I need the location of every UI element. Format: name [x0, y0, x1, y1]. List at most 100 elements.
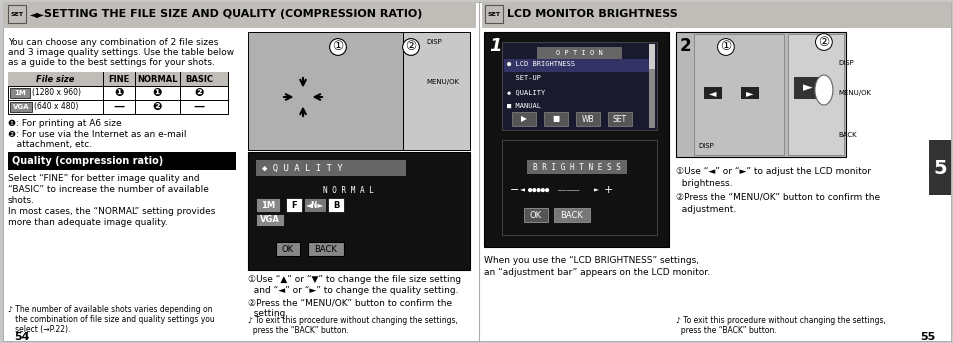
- Text: ◄: ◄: [708, 88, 716, 98]
- Text: WB: WB: [581, 115, 594, 123]
- Text: File size: File size: [36, 74, 74, 83]
- Text: VGA: VGA: [12, 104, 30, 110]
- Text: ②: ②: [818, 35, 829, 48]
- Text: setting.: setting.: [248, 309, 288, 318]
- Text: —: —: [193, 102, 204, 112]
- Bar: [501, 140, 657, 235]
- Bar: [537, 47, 621, 59]
- Text: OK: OK: [282, 245, 294, 253]
- Text: N O R M A L: N O R M A L: [322, 186, 373, 195]
- Text: B: B: [333, 201, 339, 210]
- Ellipse shape: [814, 75, 832, 105]
- Text: ❶: ❶: [114, 88, 124, 98]
- Bar: [740, 87, 759, 99]
- Text: more than adequate image quality.: more than adequate image quality.: [8, 218, 168, 227]
- Text: press the “BACK” button.: press the “BACK” button.: [675, 326, 776, 335]
- Text: O P T I O N: O P T I O N: [555, 50, 601, 56]
- Text: and “◄” or “►” to change the quality setting.: and “◄” or “►” to change the quality set…: [248, 286, 458, 295]
- Text: attachment, etc.: attachment, etc.: [8, 140, 92, 149]
- Text: ▶: ▶: [520, 115, 526, 123]
- Bar: [10, 88, 30, 98]
- Bar: [648, 44, 654, 128]
- Text: ①: ①: [332, 40, 343, 54]
- Text: ②Press the “MENU/OK” button to confirm the: ②Press the “MENU/OK” button to confirm t…: [675, 193, 879, 202]
- Text: MENU/OK: MENU/OK: [426, 79, 458, 85]
- Text: ②: ②: [405, 40, 416, 54]
- Text: adjustment.: adjustment.: [675, 205, 736, 214]
- Bar: [693, 34, 783, 155]
- Text: shots.: shots.: [8, 196, 35, 205]
- Bar: [304, 198, 326, 212]
- Bar: [501, 42, 657, 130]
- Text: “BASIC” to increase the number of available: “BASIC” to increase the number of availa…: [8, 185, 209, 194]
- Text: B R I G H T N E S S: B R I G H T N E S S: [533, 163, 620, 172]
- Text: 1M: 1M: [14, 90, 26, 96]
- Bar: [554, 208, 589, 222]
- Bar: [8, 72, 228, 114]
- Text: −: −: [509, 185, 518, 195]
- Bar: [576, 112, 599, 126]
- Text: ►: ►: [594, 186, 598, 194]
- Text: —: —: [113, 102, 125, 112]
- Text: Quality (compression ratio): Quality (compression ratio): [12, 156, 163, 166]
- Text: ♪ The number of available shots varies depending on: ♪ The number of available shots varies d…: [8, 305, 213, 314]
- Bar: [3, 2, 476, 28]
- Bar: [928, 140, 950, 195]
- Bar: [787, 34, 843, 155]
- Text: +: +: [603, 185, 613, 195]
- Bar: [8, 5, 26, 23]
- Text: ❷: ❷: [152, 102, 162, 112]
- Text: BACK: BACK: [837, 132, 856, 138]
- Bar: [648, 44, 654, 69]
- Text: press the “BACK” button.: press the “BACK” button.: [248, 326, 349, 335]
- Text: SETTING THE FILE SIZE AND QUALITY (COMPRESSION RATIO): SETTING THE FILE SIZE AND QUALITY (COMPR…: [44, 9, 422, 19]
- Text: and 3 image quality settings. Use the table below: and 3 image quality settings. Use the ta…: [8, 48, 233, 57]
- Text: In most cases, the “NORMAL” setting provides: In most cases, the “NORMAL” setting prov…: [8, 207, 215, 216]
- Text: MENU/OK: MENU/OK: [837, 90, 870, 96]
- Text: 2: 2: [679, 37, 691, 55]
- Text: LCD MONITOR BRIGHTNESS: LCD MONITOR BRIGHTNESS: [506, 9, 677, 19]
- Text: DISP: DISP: [698, 143, 713, 149]
- Text: ◄N►: ◄N►: [306, 201, 324, 210]
- Text: ■ MANUAL: ■ MANUAL: [506, 103, 540, 109]
- Text: —————: —————: [558, 187, 578, 193]
- Bar: [248, 32, 402, 150]
- Bar: [607, 112, 631, 126]
- Bar: [402, 32, 470, 150]
- Bar: [10, 102, 32, 112]
- Text: VGA: VGA: [260, 215, 279, 225]
- Bar: [481, 2, 950, 28]
- Text: SET-UP: SET-UP: [506, 75, 540, 81]
- Bar: [255, 198, 280, 212]
- Text: When you use the “LCD BRIGHTNESS” settings,: When you use the “LCD BRIGHTNESS” settin…: [483, 256, 699, 265]
- Text: ①: ①: [720, 40, 731, 54]
- Text: SET: SET: [487, 12, 500, 16]
- Bar: [328, 198, 344, 212]
- Bar: [275, 242, 299, 256]
- Text: (640 x 480): (640 x 480): [34, 103, 78, 111]
- Bar: [523, 208, 547, 222]
- Text: ◆ Q U A L I T Y: ◆ Q U A L I T Y: [262, 164, 342, 173]
- Text: ❶: For printing at A6 size: ❶: For printing at A6 size: [8, 119, 121, 128]
- Text: F: F: [291, 201, 296, 210]
- Text: You can choose any combination of 2 file sizes: You can choose any combination of 2 file…: [8, 38, 218, 47]
- Bar: [8, 72, 228, 86]
- Text: SET: SET: [612, 115, 626, 123]
- Text: 1M: 1M: [261, 201, 274, 210]
- Bar: [8, 152, 235, 170]
- Bar: [675, 32, 845, 157]
- Bar: [543, 112, 567, 126]
- Text: SET: SET: [10, 12, 24, 16]
- Text: select (→P.22).: select (→P.22).: [8, 325, 71, 334]
- Text: ►: ►: [745, 88, 753, 98]
- Text: ①Use “▲” or “▼” to change the file size setting: ①Use “▲” or “▼” to change the file size …: [248, 275, 460, 284]
- Text: DISP: DISP: [837, 60, 853, 66]
- Text: BACK: BACK: [559, 211, 582, 220]
- Text: ❷: ❷: [194, 88, 204, 98]
- Bar: [703, 87, 721, 99]
- Text: ◆ QUALITY: ◆ QUALITY: [506, 89, 544, 95]
- Bar: [248, 152, 470, 270]
- Text: as a guide to the best settings for your shots.: as a guide to the best settings for your…: [8, 58, 214, 67]
- Text: ②Press the “MENU/OK” button to confirm the: ②Press the “MENU/OK” button to confirm t…: [248, 298, 452, 307]
- Bar: [526, 160, 626, 174]
